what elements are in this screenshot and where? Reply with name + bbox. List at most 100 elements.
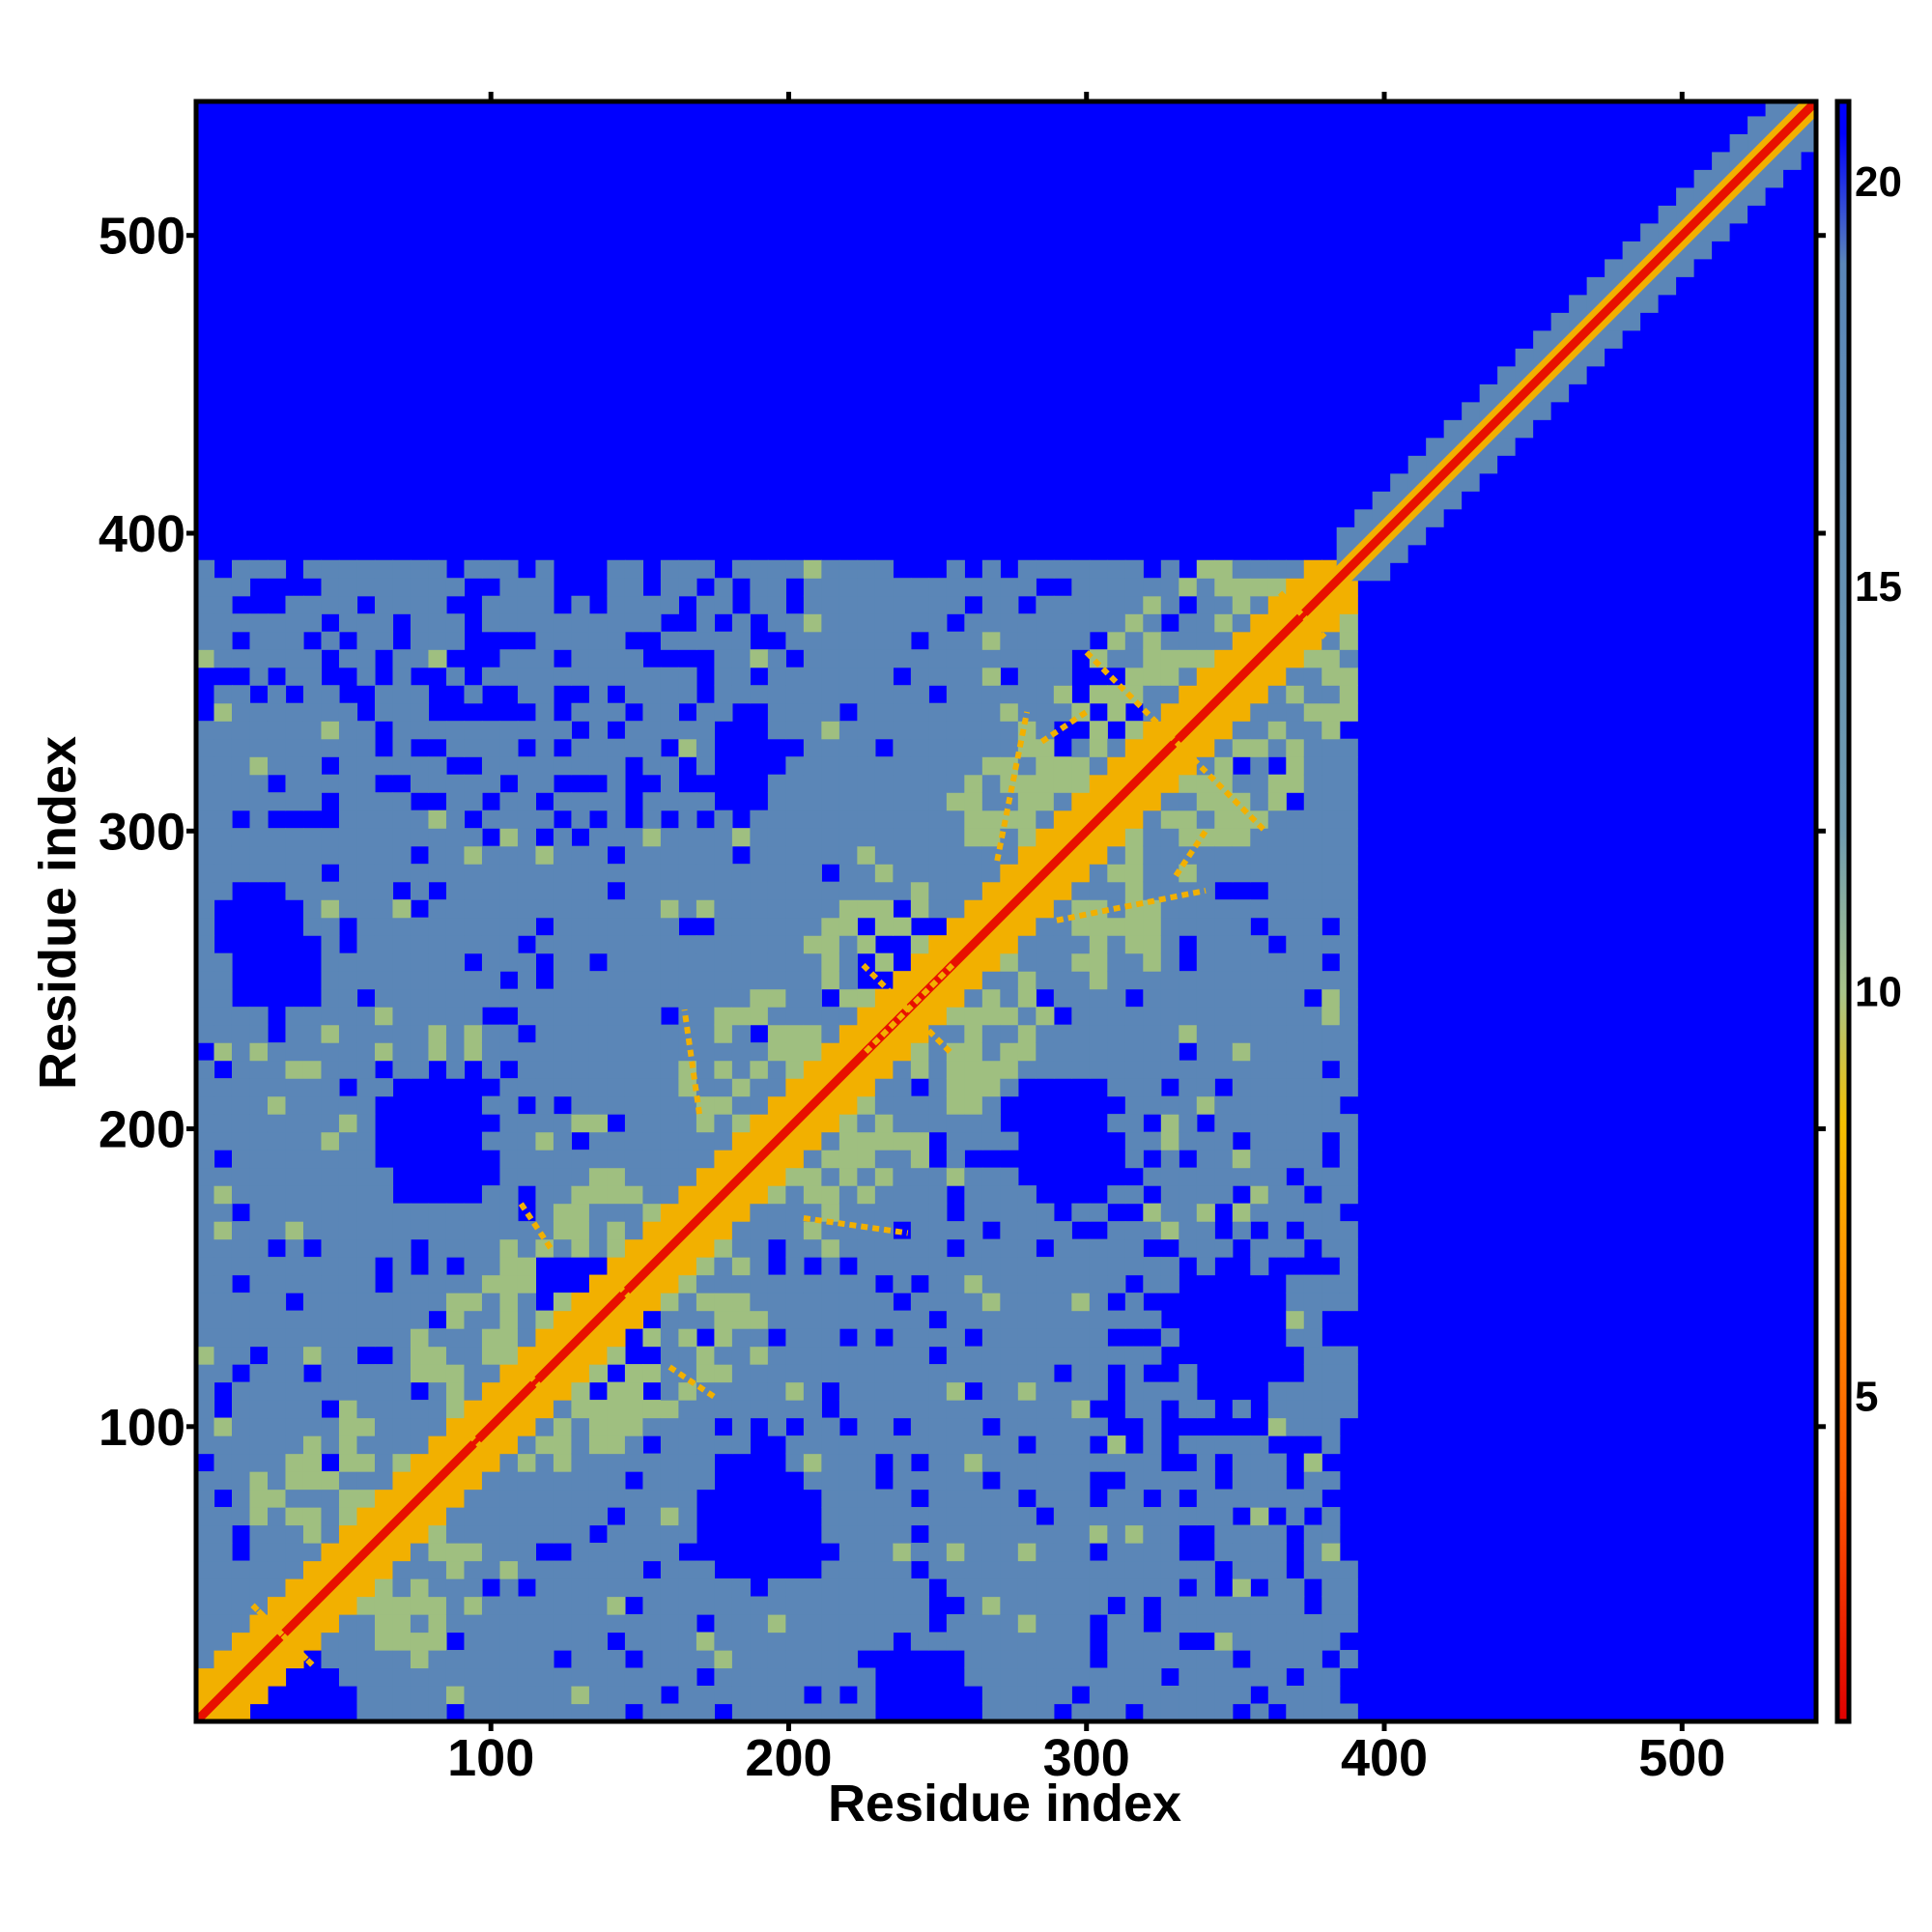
heatmap-cell [1036,738,1055,757]
heatmap-cell [517,595,537,614]
heatmap-cell [1036,1060,1055,1079]
heatmap-cell [1303,1524,1322,1544]
heatmap-cell [356,721,376,740]
heatmap-cell [481,1203,501,1222]
heatmap-cell [321,1310,340,1329]
heatmap-cell [785,792,805,811]
heatmap-cell [857,613,876,633]
heatmap-cell [785,828,805,847]
heatmap-cell [857,559,876,579]
heatmap-cell [231,1507,251,1526]
heatmap-cell [196,578,215,597]
heatmap-cell [1232,1489,1251,1508]
heatmap-cell [1160,1114,1179,1133]
heatmap-cell [893,1150,912,1169]
heatmap-cell [607,756,626,776]
heatmap-cell [857,1310,876,1329]
heatmap-cell [946,1095,965,1115]
heatmap-cell [1143,1221,1162,1240]
heatmap-cell [803,1596,822,1615]
heatmap-cell [1179,578,1198,597]
heatmap-cell [1321,1471,1341,1491]
heatmap-cell [249,667,269,686]
heatmap-cell [785,917,805,936]
heatmap-cell [356,1042,376,1062]
heatmap-cell [1214,1596,1234,1615]
heatmap-cell [1000,1524,1019,1544]
heatmap-cell [607,1185,626,1205]
heatmap-cell [874,1095,894,1115]
heatmap-cell [499,1274,519,1293]
heatmap-cell [535,1524,554,1544]
heatmap-cell [964,1024,983,1043]
heatmap-cell [499,1167,519,1186]
heatmap-cell [893,1078,912,1097]
heatmap-cell [481,1042,501,1062]
heatmap-cell [1232,1453,1251,1472]
heatmap-cell [750,1078,769,1097]
heatmap-cell [678,1632,697,1651]
heatmap-cell [553,952,573,972]
heatmap-cell [588,1667,609,1687]
heatmap-cell [267,1060,287,1079]
heatmap-cell [607,792,626,811]
heatmap-cell [499,1310,519,1329]
heatmap-cell [499,1257,519,1276]
heatmap-cell [517,1221,537,1240]
heatmap-cell [696,1578,715,1598]
heatmap-cell [1000,721,1019,740]
heatmap-cell [517,1560,537,1579]
heatmap-cell [1286,1114,1305,1133]
heatmap-cell [1232,738,1251,757]
heatmap-cell [1179,1078,1198,1097]
heatmap-cell [481,1364,501,1383]
heatmap-cell [213,1221,233,1240]
heatmap-cell [249,1400,269,1419]
heatmap-cell [946,1453,965,1472]
heatmap-cell [1214,1024,1234,1043]
heatmap-cell [696,1400,715,1419]
heatmap-cell [1179,1560,1198,1579]
heatmap-cell [588,1150,609,1169]
heatmap-cell [857,1686,876,1705]
heatmap-cell [445,828,466,847]
heatmap-cell [481,1596,501,1615]
heatmap-cell [392,702,412,722]
heatmap-cell [607,1060,626,1079]
heatmap-cell [1179,1007,1198,1026]
heatmap-cell [571,1078,590,1097]
heatmap-cell [857,1417,876,1436]
heatmap-cell [553,935,573,954]
heatmap-cell [231,828,251,847]
heatmap-cell [910,810,929,829]
heatmap-cell [874,1524,894,1544]
heatmap-cell [731,1310,751,1329]
heatmap-cell [981,1293,1001,1312]
heatmap-cell [464,1543,483,1562]
heatmap-cell [285,738,304,757]
heatmap-cell [660,1060,680,1079]
heatmap-cell [731,1686,751,1705]
heatmap-cell [1107,917,1126,936]
heatmap-cell [428,1346,447,1365]
heatmap-cell [767,613,786,633]
heatmap-cell [499,738,519,757]
heatmap-cell [1071,774,1091,793]
heatmap-cell [464,1310,483,1329]
heatmap-cell [1053,1667,1072,1687]
heatmap-cell [946,1489,965,1508]
heatmap-cell [964,738,983,757]
heatmap-cell [1196,1686,1215,1705]
heatmap-cell [981,702,1001,722]
heatmap-cell [302,1131,323,1151]
heatmap-cell [1321,685,1341,704]
heatmap-cell [1160,828,1179,847]
heatmap-cell [624,667,644,686]
heatmap-cell [231,1293,251,1312]
heatmap-cell [338,1400,358,1419]
heatmap-cell [981,864,1001,883]
contact-strand [668,1364,717,1400]
heatmap-cell [535,613,554,633]
heatmap-cell [392,1060,412,1079]
heatmap-cell [428,1578,447,1598]
